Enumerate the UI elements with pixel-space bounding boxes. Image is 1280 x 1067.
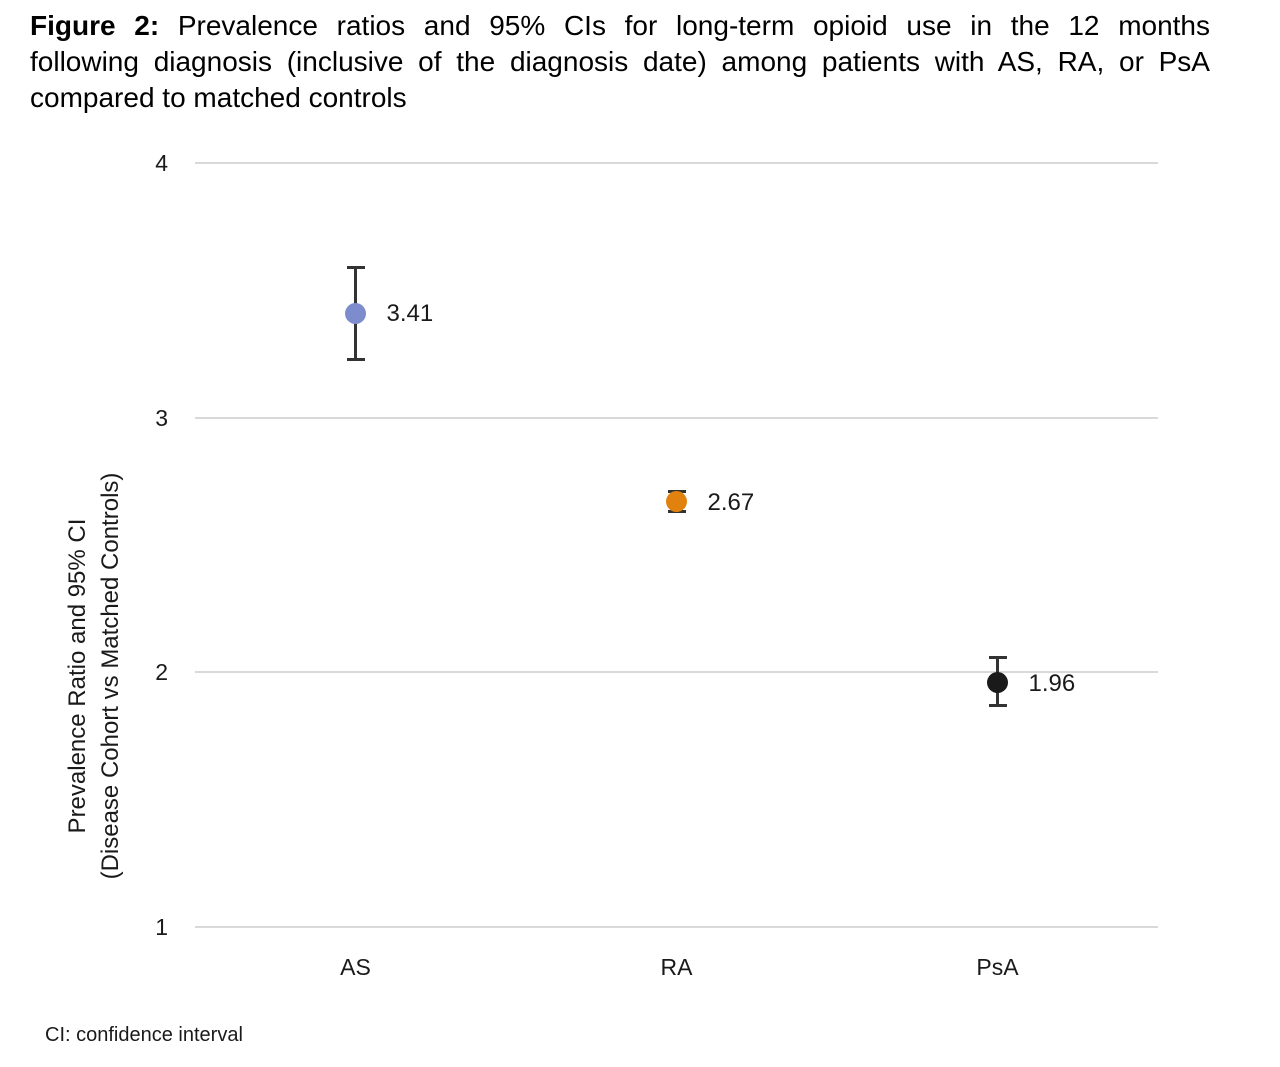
ci-cap-bottom-as [346, 357, 365, 361]
ci-cap-bottom-psa [988, 703, 1007, 707]
x-axis-category-label-as: AS [340, 954, 371, 980]
gridline-y-2 [195, 671, 1158, 674]
y-axis-tick-label: 2 [155, 659, 168, 686]
figure-caption-text-1: Prevalence ratios and 95% CIs for long-t… [177, 10, 1211, 41]
data-label-as: 3.41 [386, 300, 434, 328]
ci-cap-top-as [346, 265, 365, 269]
gridline-y-4 [195, 162, 1158, 164]
footnote-ci-definition: CI: confidence interval [45, 1024, 243, 1046]
y-axis-title-line-1: Prevalence Ratio and 95% CI [64, 518, 91, 834]
x-axis-category-label-ra: RA [660, 954, 693, 980]
figure-number-label: Figure 2: [30, 10, 160, 41]
prevalence-ratio-chart: Prevalence Ratio and 95% CI (Disease Coh… [0, 130, 1280, 1010]
figure-caption: Figure 2: Prevalence ratios and 95% CIs … [30, 8, 1210, 116]
data-label-psa: 1.96 [1028, 669, 1076, 697]
y-axis-tick-label: 3 [155, 404, 168, 431]
figure-caption-line-3: compared to matched controls [30, 82, 407, 113]
y-axis-tick-label: 4 [155, 150, 168, 176]
x-axis-category-label-psa: PsA [976, 954, 1019, 980]
data-point-ra [666, 491, 687, 513]
gridline-y-1 [195, 926, 1158, 928]
ci-cap-top-psa [988, 655, 1007, 659]
figure-caption-line-1: Figure 2: Prevalence ratios and 95% CIs … [30, 8, 1210, 44]
figure-caption-line-2: following diagnosis (inclusive of the di… [30, 46, 1210, 77]
data-label-ra: 2.67 [707, 488, 755, 516]
gridline-y-3 [195, 416, 1158, 419]
data-point-as [345, 302, 366, 324]
y-axis-tick-label: 1 [155, 914, 168, 940]
data-point-psa [987, 672, 1008, 694]
